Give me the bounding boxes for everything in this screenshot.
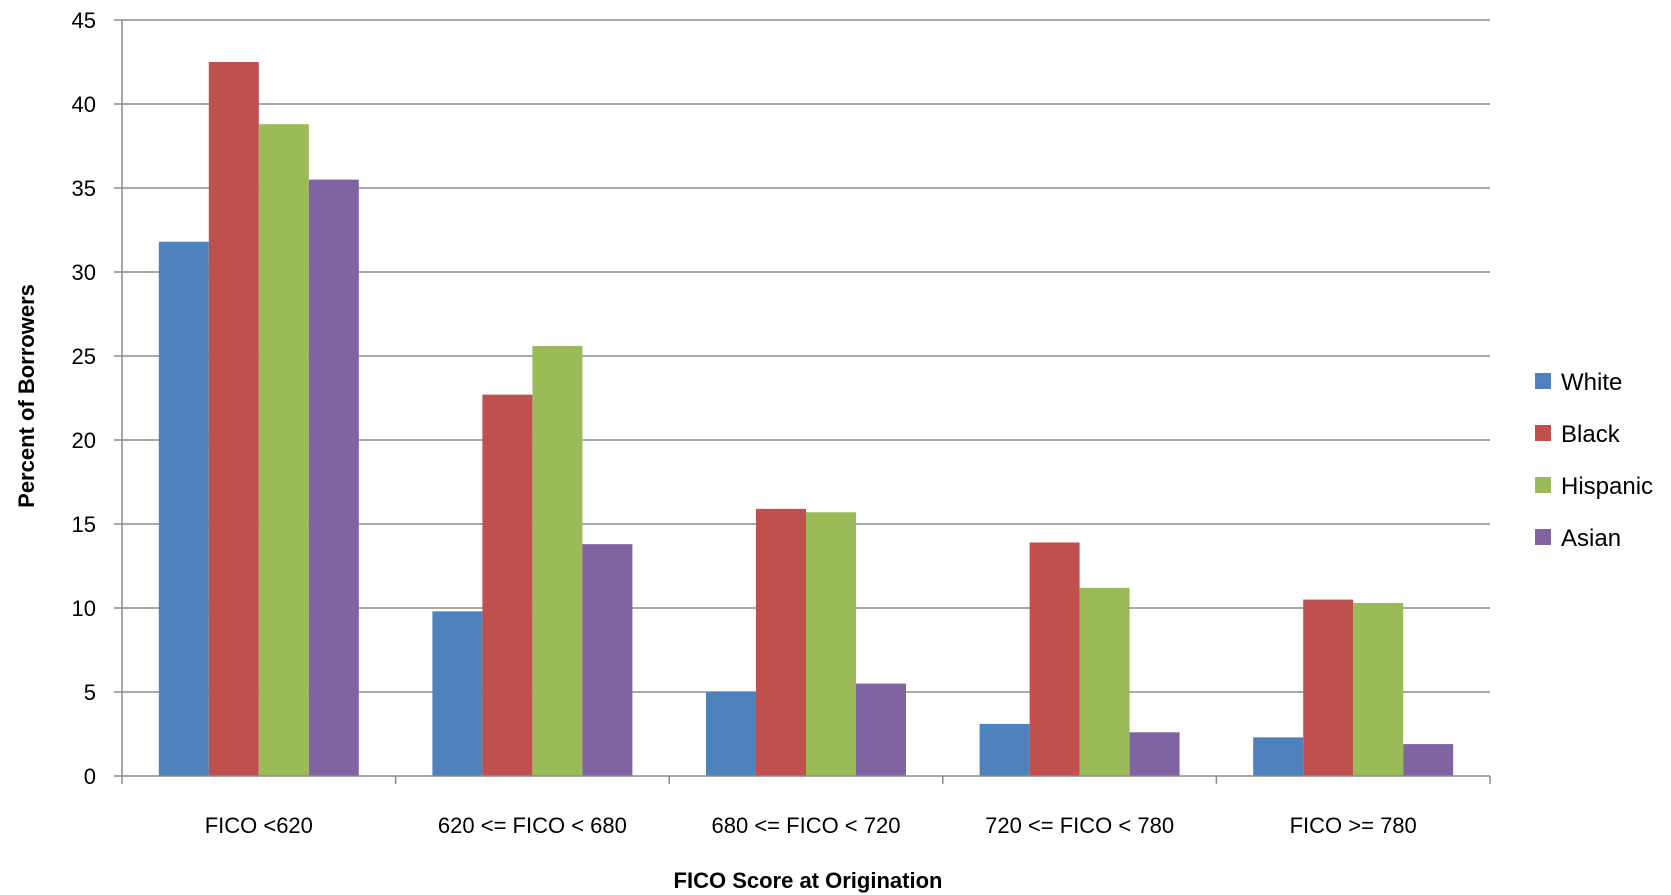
- legend-swatch-hispanic: [1535, 477, 1551, 493]
- legend-swatch-black: [1535, 425, 1551, 441]
- legend-swatch-asian: [1535, 529, 1551, 545]
- bar-hispanic-4: [1353, 602, 1404, 776]
- y-tick-label: 5: [84, 680, 96, 705]
- x-tick-label: 620 <= FICO < 680: [438, 813, 627, 838]
- y-tick-label: 35: [72, 176, 96, 201]
- legend-label-white: White: [1561, 369, 1622, 396]
- bar-white-1: [432, 611, 483, 776]
- legend-label-asian: Asian: [1561, 525, 1621, 552]
- y-tick-label: 20: [72, 428, 96, 453]
- bar-asian-1: [582, 544, 633, 776]
- legend-swatch-white: [1535, 373, 1551, 389]
- y-tick-label: 45: [72, 8, 96, 33]
- y-tick-label: 10: [72, 596, 96, 621]
- x-axis-title: FICO Score at Origination: [674, 868, 943, 893]
- y-tick-label: 30: [72, 260, 96, 285]
- y-tick-label: 25: [72, 344, 96, 369]
- x-tick-label: FICO >= 780: [1290, 813, 1417, 838]
- axes: [114, 19, 1491, 784]
- bar-asian-2: [856, 683, 906, 776]
- legend-label-black: Black: [1561, 421, 1621, 448]
- bar-black-1: [482, 394, 533, 776]
- bar-black-4: [1303, 599, 1354, 776]
- x-tick-labels: FICO <620 620 <= FICO < 680 680 <= FICO < …: [205, 813, 1417, 838]
- y-tick-label: 15: [72, 512, 96, 537]
- y-axis-title: Percent of Borrowers: [14, 284, 39, 508]
- bar-asian-3: [1129, 732, 1180, 776]
- bar-hispanic-3: [1079, 587, 1130, 776]
- bar-hispanic-2: [806, 512, 856, 776]
- x-tick-label: FICO <620: [205, 813, 313, 838]
- legend: White Black Hispanic Asian: [1535, 369, 1653, 552]
- bar-white-2: [706, 692, 756, 776]
- y-tick-label: 0: [84, 764, 96, 789]
- bar-white-0: [158, 241, 209, 776]
- bar-black-0: [208, 62, 259, 776]
- bar-asian-0: [308, 179, 359, 777]
- bar-black-3: [1029, 542, 1080, 776]
- bar-white-4: [1253, 737, 1304, 776]
- x-tick-label: 720 <= FICO < 780: [985, 813, 1174, 838]
- x-tick-label: 680 <= FICO < 720: [712, 813, 901, 838]
- bars: [158, 62, 1454, 777]
- bar-black-2: [756, 508, 806, 776]
- legend-label-hispanic: Hispanic: [1561, 473, 1653, 500]
- bar-asian-4: [1403, 744, 1454, 776]
- y-tick-label: 40: [72, 92, 96, 117]
- bar-white-3: [979, 723, 1030, 776]
- y-tick-labels: 0 5 10 15 20 25 30 35 40 45: [72, 8, 96, 789]
- bar-hispanic-1: [532, 345, 583, 776]
- bar-hispanic-0: [258, 124, 309, 776]
